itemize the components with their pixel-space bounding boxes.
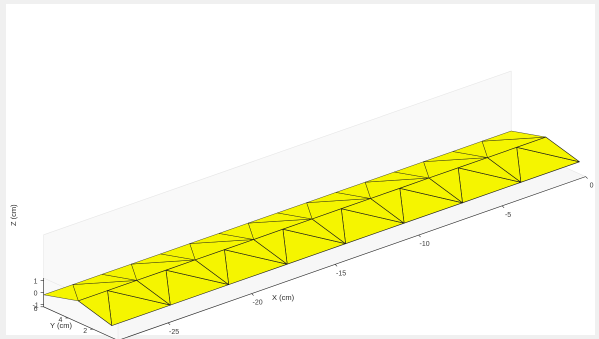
y-tick-label: 2	[83, 328, 87, 335]
surface-facet	[218, 222, 254, 240]
x-axis-line	[121, 176, 586, 339]
x-tick-label: -25	[169, 329, 179, 336]
surface-facet	[43, 284, 79, 302]
surface-facet	[78, 290, 113, 326]
surface-mesh	[43, 130, 580, 326]
x-axis-tick	[251, 293, 254, 296]
surface-facet	[136, 269, 171, 306]
surface-facet	[516, 136, 580, 163]
surface-facet	[394, 161, 430, 179]
y-axis-label: Y (cm)	[50, 321, 72, 330]
x-tick-label: -15	[336, 270, 346, 277]
surface-facet	[311, 208, 346, 244]
z-axis-label: Z (cm)	[9, 204, 18, 226]
x-axis-label: X (cm)	[272, 293, 295, 302]
surface-facet	[160, 243, 196, 261]
z-tick-label: -1	[32, 302, 38, 309]
z-tick-label: 1	[34, 278, 38, 285]
y-tick-label: 6	[34, 306, 38, 313]
surface-facet	[335, 181, 371, 199]
y-axis-line	[43, 306, 116, 339]
x-axis-tick	[167, 322, 171, 326]
surface-facet	[101, 263, 138, 281]
x-axis-tick	[334, 264, 338, 267]
surface-facet	[253, 228, 288, 265]
x-tick-label: 0	[590, 183, 594, 190]
x-axis-tick	[585, 176, 588, 179]
x-tick-label: -20	[253, 300, 263, 307]
surface-facet	[194, 249, 229, 285]
x-tick-label: -10	[420, 241, 430, 248]
surface-facet	[481, 130, 547, 142]
surface-facet	[487, 147, 522, 183]
z-tick-label: 0	[34, 290, 38, 297]
surface-facet	[370, 188, 405, 224]
y-tick-label: 4	[58, 317, 62, 324]
x-axis-tick	[501, 205, 505, 209]
surface-facet	[428, 167, 463, 204]
axes: X (cm) Y (cm) Z (cm) 0 -5 -10 -15 -20 -25 0 2 4 6…	[9, 176, 594, 339]
surface-facet	[277, 202, 313, 220]
x-tick-label: -5	[505, 212, 511, 219]
surface-facet	[452, 140, 488, 158]
x-axis-tick	[418, 234, 421, 238]
